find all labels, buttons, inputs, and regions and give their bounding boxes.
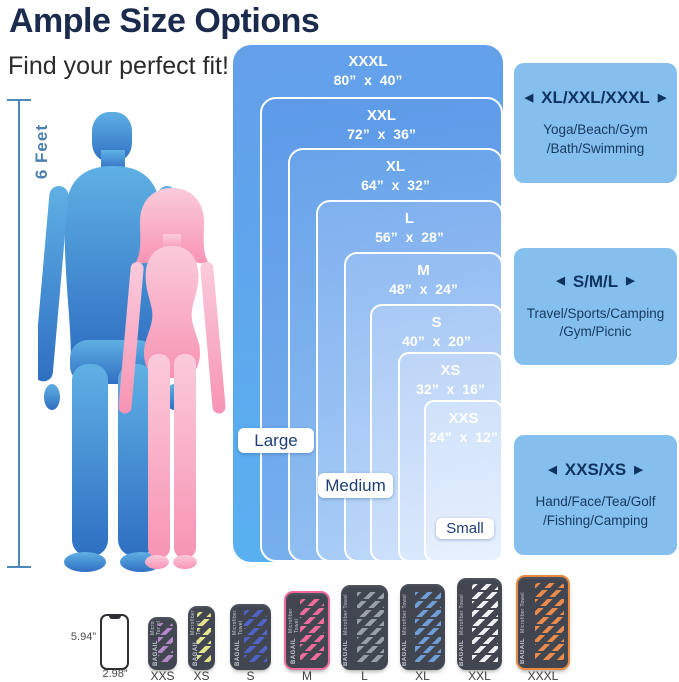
brand-text: BAGAIL Microfiber Towel [520, 581, 526, 664]
size-name: S [431, 314, 442, 331]
info-heading-text: S/M/L [572, 271, 619, 291]
size-dims: 80” x 40” [333, 71, 403, 88]
group-label-large: Large [238, 428, 314, 453]
size-dims: 24” x 12” [429, 428, 498, 445]
phone-outline [100, 614, 129, 670]
left-arrow-icon: ◀ [548, 463, 557, 476]
info-uses: Hand/Face/Tea/Golf /Fishing/Camping [535, 494, 656, 528]
towel-pouch-xl: BAGAIL Microfiber Towel [400, 584, 445, 670]
towel-pouch-xxxl: BAGAIL Microfiber Towel [516, 575, 570, 670]
info-heading: ◀ S/M/L ▶ [556, 272, 634, 292]
size-name: L [404, 210, 415, 227]
towel-stripes [472, 584, 498, 664]
group-label-small: Small [436, 518, 494, 539]
right-arrow-icon: ▶ [634, 463, 643, 476]
page-title: Ample Size Options [9, 2, 320, 40]
info-heading: ◀ XXS/XS ▶ [548, 460, 642, 480]
brand-name: BAGAIL [291, 638, 297, 664]
size-name: XS [440, 362, 461, 379]
info-heading-text: XXS/XS [564, 460, 627, 480]
brand-text: BAGAIL Microfiber Towel [232, 608, 244, 666]
brand-product: Microfiber Towel [343, 594, 349, 635]
brand-text: BAGAIL Microfiber Towel [288, 597, 300, 664]
info-heading: ◀ XL/XXL/XXXL ▶ [525, 88, 667, 108]
phone-width-label: 2.98” [102, 668, 128, 680]
size-dims: 48” x 24” [389, 280, 458, 297]
brand-text: BAGAIL Microfiber Towel [459, 582, 465, 666]
pouch-size-label: L [361, 669, 368, 682]
size-name: XXL [366, 107, 397, 124]
pouch-size-label: XXXL [527, 669, 559, 682]
towel-stripes [157, 623, 173, 664]
towel-stripes [356, 591, 384, 664]
brand-name: BAGAIL [343, 640, 349, 666]
pouch-size-label: S [246, 669, 255, 682]
size-name: XXS [448, 410, 479, 427]
left-arrow-icon: ◀ [524, 91, 534, 104]
pouch-size-label: XS [193, 669, 210, 682]
towel-stripes [535, 583, 564, 662]
pouch-size-label: XXL [468, 669, 491, 682]
towel-stripes [243, 610, 267, 664]
brand-text: BAGAIL Microfiber Towel [402, 588, 408, 666]
towel-stripes [415, 590, 441, 664]
info-uses: Yoga/Beach/Gym /Bath/Swimming [543, 122, 648, 156]
towel-pouch-l: BAGAIL Microfiber Towel [341, 585, 388, 670]
brand-product: Microfiber Towel [520, 592, 526, 633]
size-name: XL [385, 158, 406, 175]
pouch-size-label: XXS [150, 669, 175, 682]
info-box-xl-xxl-xxxl: ◀ XL/XXL/XXXL ▶ Yoga/Beach/Gym /Bath/Swi… [514, 63, 677, 183]
towel-pouch-m: BAGAIL Microfiber Towel [284, 591, 330, 670]
group-label-medium: Medium [318, 473, 393, 498]
info-box-xxs-xs: ◀ XXS/XS ▶ Hand/Face/Tea/Golf /Fishing/C… [514, 435, 677, 555]
brand-name: BAGAIL [459, 640, 465, 666]
info-uses: Travel/Sports/Camping /Gym/Picnic [526, 305, 665, 339]
info-heading-text: XL/XXL/XXXL [541, 88, 650, 108]
brand-name: BAGAIL [402, 640, 408, 666]
right-arrow-icon: ▶ [657, 91, 667, 104]
right-arrow-icon: ▶ [626, 275, 635, 288]
size-dims: 32” x 16” [416, 380, 485, 397]
pouch-size-label: XL [415, 669, 430, 682]
size-name: M [417, 262, 430, 279]
brand-product: Microfiber Towel [402, 594, 408, 635]
size-dims: 72” x 36” [347, 125, 416, 142]
left-arrow-icon: ◀ [556, 275, 565, 288]
woman-silhouette [118, 188, 226, 569]
measure-cap-bottom [7, 566, 31, 568]
towel-pouch-xxl: BAGAIL Microfiber Towel [457, 578, 502, 670]
phone-notch [108, 616, 121, 619]
phone-height-label: 5.94” [70, 631, 96, 643]
brand-name: BAGAIL [235, 640, 241, 666]
pouch-size-label: M [302, 669, 312, 682]
brand-product: Microfiber Towel [288, 608, 300, 633]
page-subtitle: Find your perfect fit! [8, 52, 229, 80]
size-dims: 56” x 28” [375, 228, 444, 245]
towel-stripes [197, 612, 211, 664]
brand-text: BAGAIL Microfiber Towel [343, 589, 349, 666]
brand-product: Microfiber Towel [459, 594, 465, 635]
towel-pouch-s: BAGAIL Microfiber Towel [230, 604, 271, 670]
size-dims: 40” x 20” [402, 332, 471, 349]
measure-cap-top [7, 99, 31, 101]
size-name: XXXL [348, 53, 388, 70]
brand-product: Microfiber Towel [232, 610, 244, 635]
size-dims: 64” x 32” [361, 176, 430, 193]
brand-name: BAGAIL [520, 638, 526, 664]
measure-line [18, 100, 20, 568]
info-box-s-m-l: ◀ S/M/L ▶ Travel/Sports/Camping /Gym/Pic… [514, 248, 677, 365]
towel-stripes [300, 599, 324, 662]
